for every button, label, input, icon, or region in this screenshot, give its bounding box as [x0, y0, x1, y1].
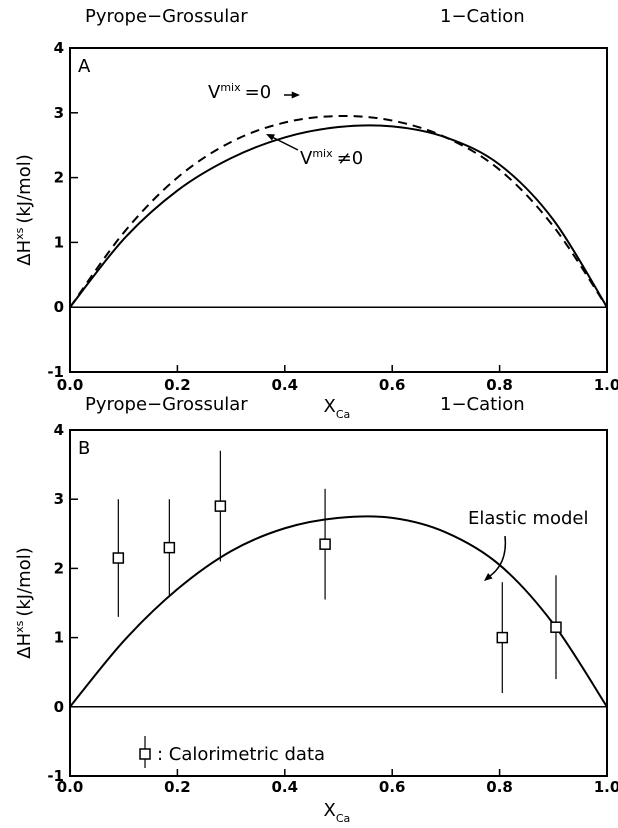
x-tick-label: 0.8 [486, 778, 513, 796]
x-axis-label: XCa [324, 800, 351, 825]
y-tick-label: -1 [47, 767, 64, 785]
x-tick-label: 0.2 [164, 376, 191, 394]
annotation-arrow [269, 135, 299, 151]
annotation: Vmix ≠0 [300, 147, 363, 169]
main: X [324, 396, 336, 417]
plot-frame [69, 47, 608, 373]
x-axis-label: XCa [324, 396, 351, 421]
y-tick-label: 0 [54, 298, 64, 316]
x-tick-label: 0.4 [272, 778, 299, 796]
sup: xs [13, 620, 26, 633]
title-right: 1−Cation [440, 6, 525, 27]
x-tick-label: 1.0 [594, 376, 618, 394]
y-tick-label: 2 [54, 169, 64, 187]
arrow-head [266, 134, 275, 141]
main: V [208, 82, 221, 103]
main: ΔH [14, 633, 35, 659]
data-point [214, 500, 227, 512]
x-tick-label: 1.0 [594, 778, 618, 796]
main: V [300, 148, 313, 169]
data-point [550, 621, 562, 633]
rest: =0 [245, 82, 272, 103]
data-point [163, 541, 176, 554]
title-right: 1−Cation [440, 394, 525, 415]
y-axis-label: ΔHxs (kJ/mol) [13, 547, 35, 659]
y-tick-label: 1 [54, 233, 64, 251]
sup: xs [13, 227, 26, 240]
y-tick-label: 2 [54, 559, 64, 577]
panel-label: A [78, 56, 91, 77]
sub: Ca [336, 408, 350, 421]
arrow-head [484, 572, 493, 581]
arrow-head [291, 91, 300, 99]
x-tick-label: 0.6 [379, 778, 406, 796]
y-tick-label: 3 [54, 490, 64, 508]
annotation: Vmix =0 [208, 81, 271, 103]
title-left: Pyrope−Grossular [85, 394, 248, 415]
main: ΔH [14, 240, 35, 266]
unit: (kJ/mol) [14, 547, 35, 616]
main: X [324, 800, 336, 821]
rest: ≠0 [337, 148, 364, 169]
x-tick-label: 0.2 [164, 778, 191, 796]
data-point [319, 538, 331, 550]
curve [69, 515, 608, 708]
y-tick-label: 1 [54, 629, 64, 647]
y-tick-label: 4 [54, 421, 64, 439]
data-point [112, 552, 125, 564]
curve [69, 124, 608, 308]
annotation: Elastic model [468, 508, 589, 529]
sub: Ca [336, 812, 350, 825]
y-tick-label: -1 [47, 363, 64, 381]
legend-label: : Calorimetric data [157, 744, 325, 765]
x-tick-label: 0.0 [57, 376, 84, 394]
x-tick-label: 0.6 [379, 376, 406, 394]
x-tick-label: 0.4 [272, 376, 299, 394]
y-tick-label: 4 [54, 39, 64, 57]
y-tick-label: 3 [54, 104, 64, 122]
data-point [496, 631, 509, 644]
plot-frame [69, 429, 608, 777]
title-left: Pyrope−Grossular [85, 6, 248, 27]
x-tick-label: 0.8 [486, 376, 513, 394]
y-axis-label: ΔHxs (kJ/mol) [13, 154, 35, 266]
x-tick-label: 0.0 [57, 778, 84, 796]
unit: (kJ/mol) [14, 154, 35, 223]
sup: mix [220, 81, 241, 94]
y-tick-label: 0 [54, 698, 64, 716]
sup: mix [312, 147, 333, 160]
panel-label: B [78, 438, 90, 459]
legend-marker [139, 748, 151, 760]
